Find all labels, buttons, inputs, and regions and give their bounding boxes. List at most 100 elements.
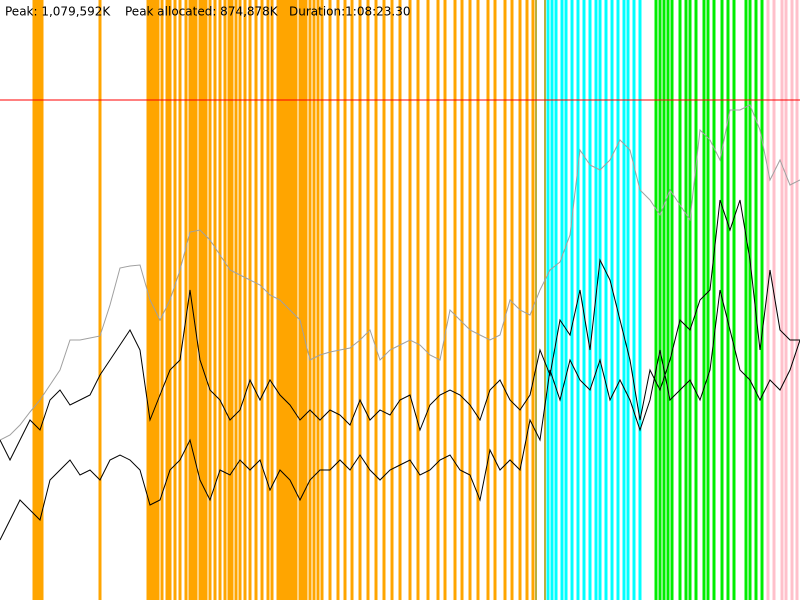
gc-event (213, 0, 217, 600)
gc-event (238, 0, 242, 600)
gc-event (726, 0, 730, 600)
gc-event (304, 0, 308, 600)
gc-event (550, 0, 554, 600)
gc-event (285, 0, 289, 600)
gc-event (191, 0, 195, 600)
gc-event (188, 0, 192, 600)
gc-event (38, 0, 42, 600)
gc-event (658, 0, 662, 600)
gc-event (201, 0, 205, 600)
gc-event (358, 0, 362, 600)
gc-event (766, 0, 770, 600)
gc-event (279, 0, 283, 600)
gc-event (493, 0, 497, 600)
duration-text: Duration:1:08:23.30 (289, 5, 411, 19)
gc-event (744, 0, 748, 600)
gc-event (312, 0, 316, 600)
gc-event (460, 0, 464, 600)
gc-event (294, 0, 298, 600)
gc-event (453, 0, 457, 600)
gc-event (654, 0, 658, 600)
gc-event (98, 0, 102, 600)
gc-event (230, 0, 234, 600)
gc-event (165, 0, 169, 600)
gc-event (366, 0, 370, 600)
gc-event (194, 0, 198, 600)
gc-event (510, 0, 514, 600)
gc-event (476, 0, 480, 600)
gc-event (443, 0, 447, 600)
peak-allocated-text: Peak allocated: 874,878K (125, 5, 279, 19)
gc-event (560, 0, 564, 600)
gc-event (564, 0, 568, 600)
gc-event (276, 0, 280, 600)
gc-event (320, 0, 324, 600)
gc-event (570, 0, 574, 600)
gc-event (610, 0, 614, 600)
series-line (0, 104, 800, 441)
gc-event (531, 0, 535, 600)
gc-event (350, 0, 354, 600)
gc-event (40, 0, 44, 600)
gc-event (518, 0, 522, 600)
gc-event (780, 0, 784, 600)
gc-event (638, 0, 642, 600)
gc-event (754, 0, 758, 600)
gc-event (544, 0, 546, 600)
gc-event (712, 0, 716, 600)
gc-event (468, 0, 472, 600)
gc-event (622, 0, 626, 600)
gc-event (706, 0, 710, 600)
gc-event (291, 0, 295, 600)
series-lines (0, 104, 800, 541)
gc-event (336, 0, 340, 600)
peak-text: Peak: 1,079,592K (5, 5, 111, 19)
gc-event (178, 0, 182, 600)
gc-event (426, 0, 430, 600)
header: Peak: 1,079,592K Peak allocated: 874,878… (5, 5, 411, 19)
gc-event (666, 0, 670, 600)
gc-event (678, 0, 682, 600)
gc-event (260, 0, 264, 600)
gc-event (301, 0, 305, 600)
gc-event (173, 0, 177, 600)
gc-event (35, 0, 39, 600)
gc-event (316, 0, 320, 600)
gc-event (588, 0, 592, 600)
gc-event (684, 0, 688, 600)
gc-event (288, 0, 292, 600)
gc-event (732, 0, 736, 600)
gc-event (298, 0, 302, 600)
gc-event (554, 0, 558, 600)
gc-event (382, 0, 386, 600)
gc-event (436, 0, 440, 600)
gc-event (598, 0, 602, 600)
gc-event (184, 0, 188, 600)
gc-event (632, 0, 636, 600)
gc-event (218, 0, 222, 600)
gc-event (604, 0, 608, 600)
gc-event (266, 0, 270, 600)
series-line (0, 199, 800, 462)
gc-event (390, 0, 394, 600)
gc-event (343, 0, 347, 600)
gc-event (795, 0, 799, 600)
gc-event (227, 0, 231, 600)
gc-event (694, 0, 698, 600)
gc-event (282, 0, 286, 600)
gc-event (398, 0, 402, 600)
gc-event (254, 0, 258, 600)
gc-event (234, 0, 238, 600)
gc-event (156, 0, 160, 600)
gc-event (150, 0, 154, 600)
gc-event (153, 0, 157, 600)
series-line (0, 289, 800, 541)
gc-event (772, 0, 776, 600)
gc-event (270, 0, 274, 600)
gc-event (760, 0, 764, 600)
gc-event (790, 0, 794, 600)
gc-event (702, 0, 706, 600)
gc-event (223, 0, 227, 600)
gc-event (308, 0, 312, 600)
